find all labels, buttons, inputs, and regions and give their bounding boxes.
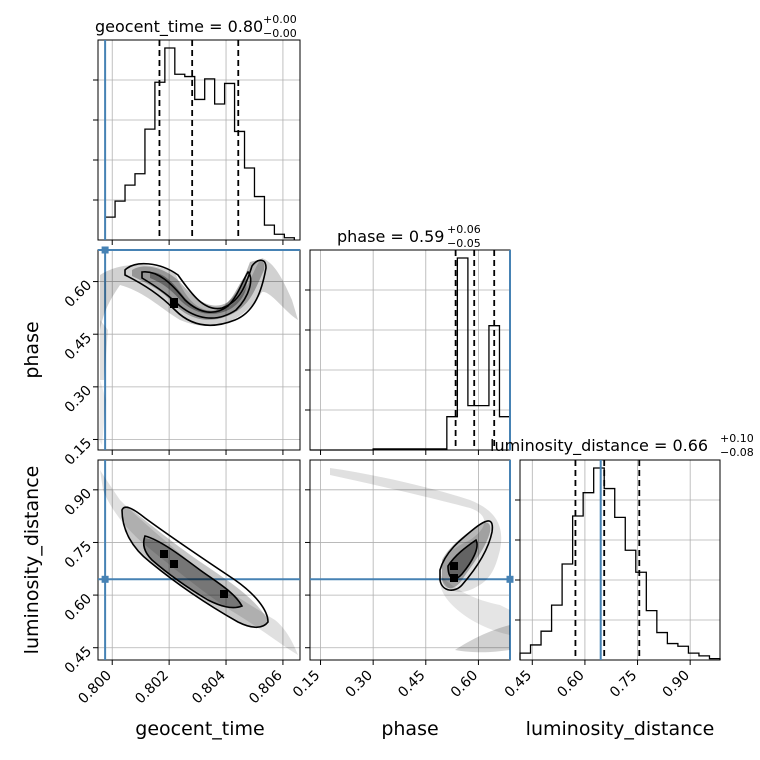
x-tick-label: 0.804 bbox=[189, 667, 229, 707]
x-tick-label: 0.806 bbox=[246, 667, 286, 707]
luminosity-distance-vs-phase-scatter bbox=[330, 468, 510, 653]
histogram-step bbox=[104, 47, 295, 240]
y-axis-label-luminosity-distance: luminosity_distance bbox=[21, 466, 43, 655]
contour-inner-phase-geocent bbox=[141, 270, 252, 319]
luminosity-distance-vs-geocent-time-panel bbox=[93, 459, 301, 665]
svg-text:−0.08: −0.08 bbox=[720, 446, 754, 459]
svg-text:luminosity_distance = 0.66: luminosity_distance = 0.66 bbox=[490, 436, 708, 456]
contour-outer-phase-geocent bbox=[124, 259, 267, 326]
y-tick-label: 0.90 bbox=[62, 486, 95, 519]
x-tick-label: 0.800 bbox=[75, 668, 115, 708]
y-tick-label: 0.45 bbox=[62, 330, 95, 363]
svg-text:+0.10: +0.10 bbox=[720, 432, 754, 445]
x-tick-label: 0.60 bbox=[448, 668, 481, 701]
y-tick-label: 0.60 bbox=[62, 591, 95, 624]
x-tick-label: 0.75 bbox=[607, 668, 640, 701]
x-tick-label: 0.45 bbox=[395, 668, 428, 701]
histogram-step bbox=[519, 467, 721, 660]
x-tick-label: 0.802 bbox=[132, 668, 172, 708]
luminosity-distance-histogram-panel bbox=[515, 459, 721, 665]
phase-vs-geocent-time-scatter bbox=[99, 258, 298, 445]
y-axis-label-phase: phase bbox=[21, 321, 43, 378]
svg-text:+0.06: +0.06 bbox=[447, 223, 481, 236]
svg-text:geocent_time = 0.80: geocent_time = 0.80 bbox=[95, 17, 263, 37]
x-axis-label-phase: phase bbox=[381, 718, 438, 740]
x-tick-label: 0.30 bbox=[343, 668, 376, 701]
luminosity-distance-vs-phase-panel bbox=[305, 459, 514, 665]
y-tick-label: 0.60 bbox=[62, 277, 95, 310]
x-axis-label-luminosity-distance: luminosity_distance bbox=[526, 718, 715, 740]
title-phase: phase = 0.59 +0.06 −0.05 bbox=[337, 223, 481, 250]
truth-marker bbox=[101, 246, 109, 254]
x-tick-label: 0.90 bbox=[660, 668, 693, 701]
contours bbox=[121, 259, 494, 629]
x-tick-label: 0.15 bbox=[290, 668, 323, 701]
panel-frame bbox=[97, 459, 301, 661]
y-tick-label: 0.75 bbox=[62, 538, 95, 571]
histogram-step bbox=[310, 257, 511, 451]
svg-text:−0.05: −0.05 bbox=[447, 237, 481, 250]
contour-outer-lumdist-phase bbox=[439, 520, 494, 591]
contour-outer-lumdist-geocent bbox=[121, 506, 269, 629]
svg-text:−0.00: −0.00 bbox=[263, 27, 297, 40]
y-tick-label: 0.45 bbox=[62, 643, 95, 676]
x-tick-label: 0.60 bbox=[554, 668, 587, 701]
truth-marker bbox=[506, 575, 514, 583]
phase-vs-geocent-time-panel bbox=[93, 246, 301, 455]
contour-inner-lumdist-geocent bbox=[142, 535, 244, 609]
svg-text:phase = 0.59: phase = 0.59 bbox=[337, 227, 444, 246]
y-tick-label: 0.30 bbox=[62, 383, 95, 416]
truth-marker bbox=[101, 575, 109, 583]
tick-labels: 0.800 0.802 0.804 0.806 0.15 0.30 0.45 0.60 0.45… bbox=[62, 277, 693, 707]
y-tick-label: 0.15 bbox=[62, 435, 95, 468]
x-axis-label-geocent-time: geocent_time bbox=[135, 718, 264, 740]
geocent-time-histogram-panel bbox=[93, 39, 301, 245]
svg-text:+0.00: +0.00 bbox=[263, 13, 297, 26]
luminosity-distance-vs-geocent-time-scatter bbox=[100, 470, 298, 655]
x-tick-label: 0.45 bbox=[502, 668, 535, 701]
phase-histogram-panel bbox=[305, 249, 511, 455]
panel-frame bbox=[97, 39, 301, 241]
title-geocent-time: geocent_time = 0.80 +0.00 −0.00 bbox=[95, 13, 297, 40]
panel-frame bbox=[309, 249, 511, 451]
title-luminosity-distance: luminosity_distance = 0.66 +0.10 −0.08 bbox=[490, 432, 754, 459]
contour-inner-lumdist-phase bbox=[447, 538, 478, 580]
panel-frame bbox=[519, 459, 721, 661]
